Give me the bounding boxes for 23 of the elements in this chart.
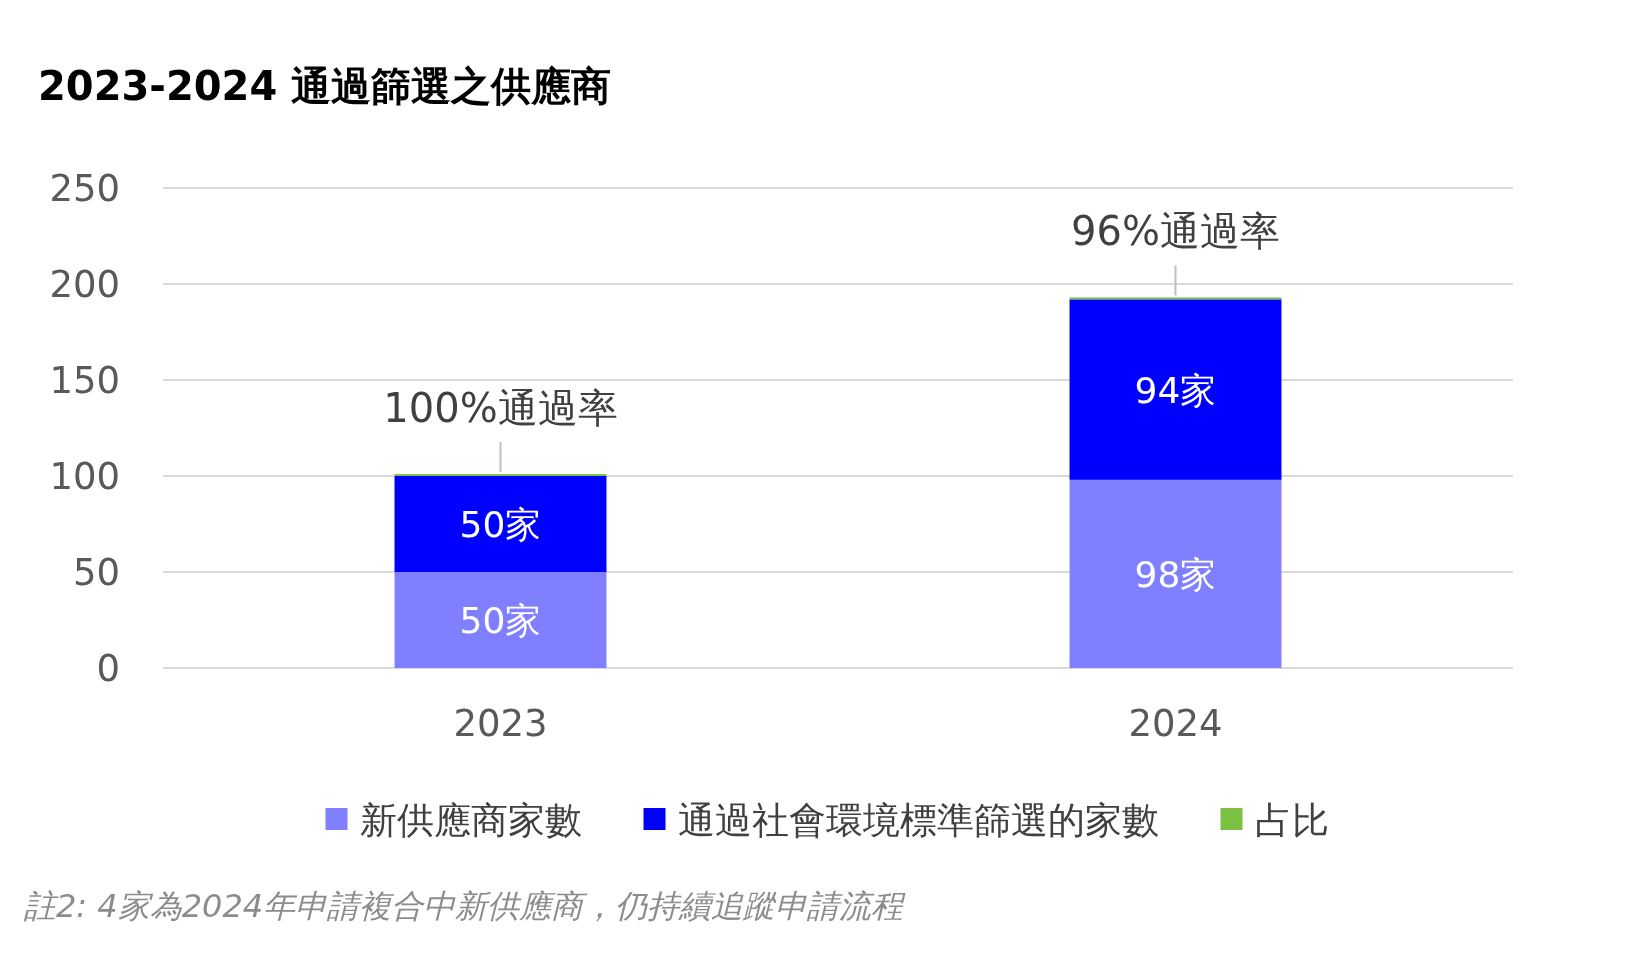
text: 註2: 4家為2024年申請複合中新供應商，仍持續追蹤申請流程 <box>23 887 907 925</box>
data-label: 50家 <box>459 600 542 641</box>
y-tick-label: 250 <box>49 167 120 210</box>
bar <box>394 572 607 668</box>
y-tick-label: 150 <box>49 359 120 402</box>
x-tick-label: 2024 <box>1128 702 1223 745</box>
data-label: 94家 <box>1134 369 1217 411</box>
data-label: 50家 <box>459 504 542 545</box>
y-tick-label: 200 <box>49 263 120 306</box>
annotation: 100%通過率 <box>383 385 618 432</box>
chart-title: 2023-2024 通過篩選之供應商 <box>38 63 612 109</box>
data-label: 98家 <box>1134 553 1217 595</box>
x-tick-label: 2023 <box>453 702 548 745</box>
legend-label: 通過社會環境標準篩選的家數 <box>677 799 1159 842</box>
legend-label: 新供應商家數 <box>359 799 582 842</box>
y-tick-label: 0 <box>96 647 120 690</box>
bar <box>1069 479 1282 668</box>
legend-label: 占比 <box>1254 799 1329 842</box>
y-tick-label: 100 <box>49 455 120 498</box>
annotation: 96%通過率 <box>1071 208 1280 255</box>
y-tick-label: 50 <box>72 551 120 594</box>
bar <box>1069 299 1282 480</box>
bar <box>394 476 607 572</box>
